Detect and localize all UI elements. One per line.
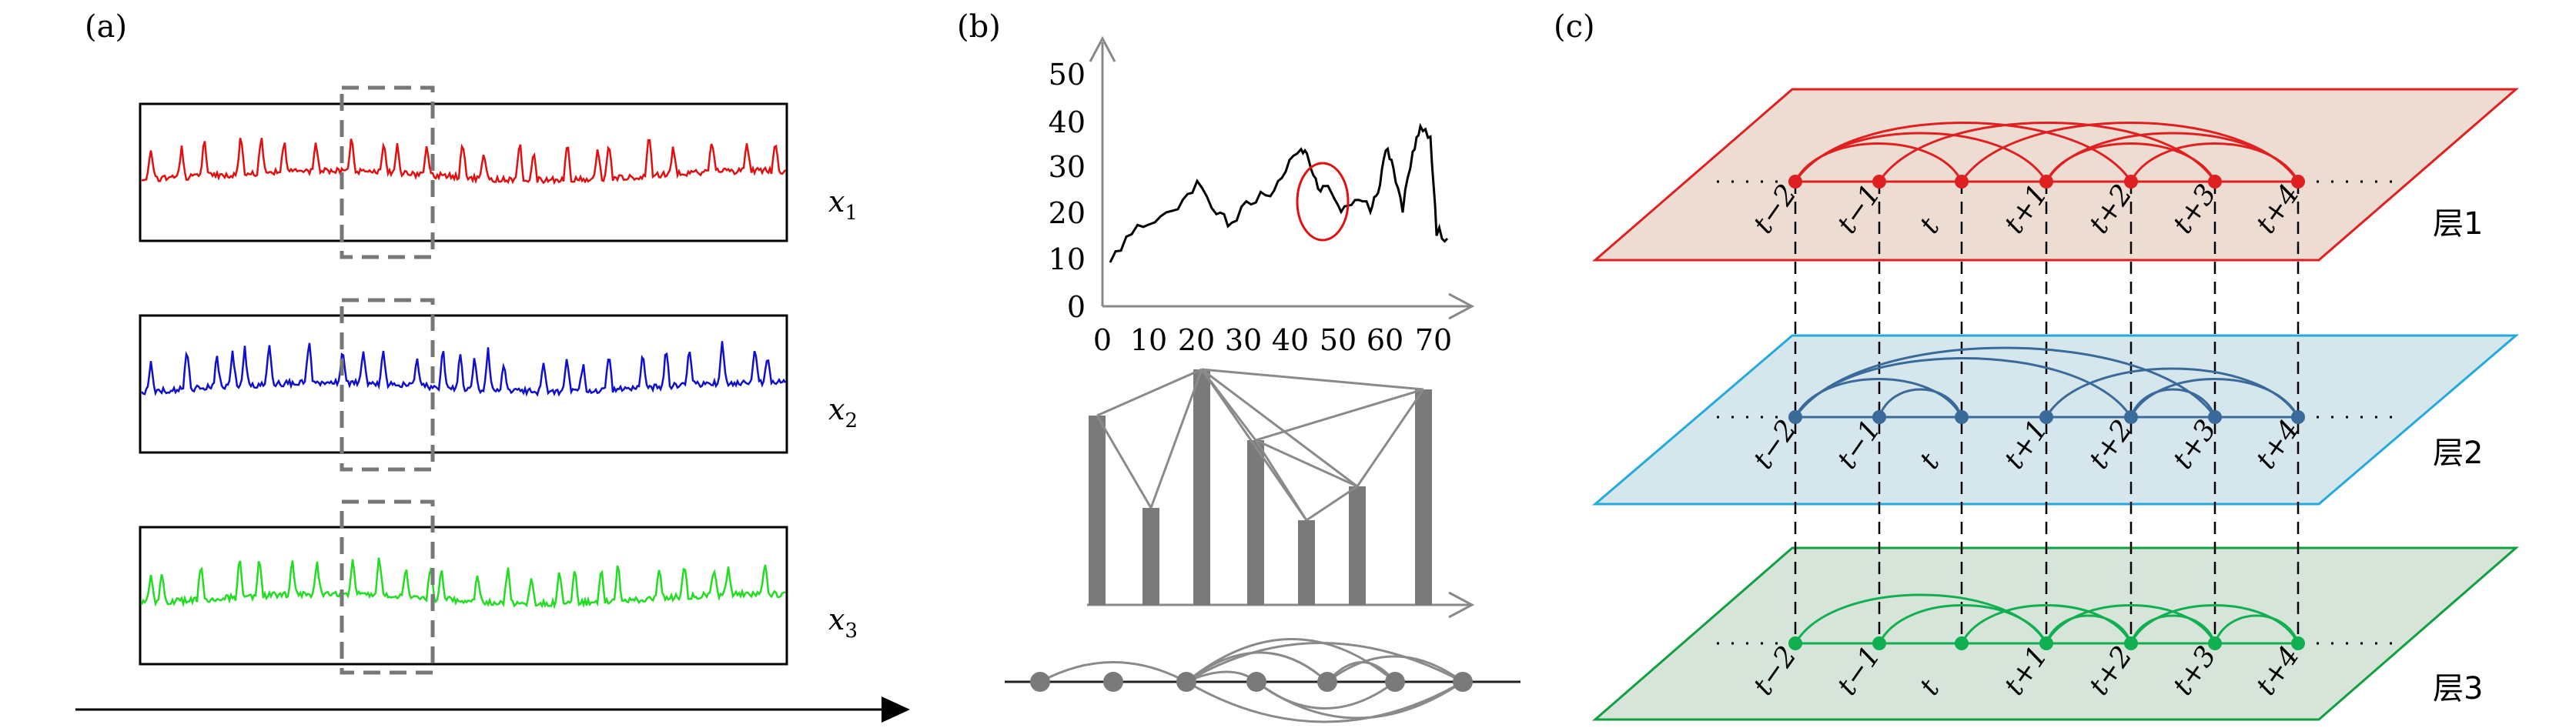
bar (1193, 369, 1210, 605)
arc-node (1453, 672, 1473, 692)
series-label-3: x3 (828, 603, 858, 643)
layer-node (1955, 175, 1969, 189)
visibility-edges (1096, 368, 1425, 522)
visibility-graph (1087, 368, 1475, 619)
bars (1089, 369, 1432, 605)
series-line-1 (141, 137, 787, 185)
layer-node (1955, 636, 1969, 650)
layer-arc (2045, 604, 2216, 644)
layer-node (1788, 410, 1802, 424)
arc-nodes (1030, 672, 1473, 692)
layer-plane-2 (1591, 334, 2520, 506)
bar (1349, 486, 1366, 605)
y-tick-label: 30 (1049, 150, 1086, 184)
bar (1298, 520, 1315, 605)
x-tick-label: 20 (1178, 323, 1215, 357)
layer-node (2039, 410, 2053, 424)
series-box-2 (139, 314, 788, 454)
layer-node (2124, 410, 2138, 424)
layer-label-2: 层2 (2433, 436, 2483, 471)
layer-node (1955, 410, 1969, 424)
layer-plane-1 (1591, 88, 2520, 262)
y-tick-label: 40 (1049, 105, 1086, 139)
layer-arc (1878, 388, 1963, 418)
bar (1415, 389, 1432, 605)
y-axis-arrow (1089, 35, 1116, 62)
layer-arc (2045, 367, 2300, 418)
layer-node (2208, 175, 2222, 189)
layer-node (1872, 410, 1886, 424)
y-tick-labels: 0 10 20 30 40 50 (1049, 58, 1086, 324)
time-series-line (1109, 122, 1449, 263)
y-tick-label: 20 (1049, 196, 1086, 230)
layer-node (1788, 636, 1802, 650)
bar (1089, 416, 1106, 605)
panel-b-label: (b) (957, 9, 1001, 45)
y-tick-label: 0 (1067, 290, 1086, 324)
layer-arc (1878, 604, 2048, 644)
x-tick-label: 70 (1415, 323, 1452, 357)
layer-arc (1794, 122, 2133, 182)
arc-node (1246, 672, 1266, 692)
window-box-2 (340, 298, 435, 472)
panel-c: (c) t−2 t−1 t t+1 t+2 t+3 t+4t−2 t−1 t t+1 t+2 t+3 t… (1554, 9, 2520, 721)
highlight-circle (1296, 162, 1350, 242)
panel-b: (b) 0 10 20 30 40 50 0 10 20 30 40 50 60… (957, 9, 1521, 723)
arc-node (1385, 672, 1405, 692)
bar (1247, 440, 1264, 605)
layer-node (2291, 636, 2305, 650)
layer-label-1: 层1 (2433, 206, 2483, 242)
x-tick-label: 50 (1320, 323, 1357, 357)
x-tick-label: 10 (1130, 323, 1167, 357)
x-tick-label: 30 (1225, 323, 1262, 357)
layer-arc (2129, 604, 2300, 644)
arc-node (1317, 672, 1337, 692)
series-line-2 (141, 341, 787, 397)
layer-plane-3 (1591, 546, 2520, 721)
series-label-2: x2 (828, 392, 858, 432)
layer-node (2039, 175, 2053, 189)
y-tick-label: 50 (1049, 58, 1086, 92)
series-label-1: x1 (828, 185, 858, 225)
time-arrowhead (882, 696, 910, 723)
layer-node (2291, 175, 2305, 189)
arc-edges (1039, 638, 1464, 723)
layer-node (2291, 410, 2305, 424)
x-tick-label: 60 (1367, 323, 1403, 357)
series-box-3 (139, 526, 788, 666)
x-tick-label: 0 (1093, 323, 1112, 357)
x-axis-arrow (1448, 292, 1475, 320)
layer-node (1872, 636, 1886, 650)
x-tick-label: 40 (1272, 323, 1309, 357)
arc-node (1030, 672, 1050, 692)
y-tick-label: 10 (1049, 242, 1086, 276)
layer-node (2124, 636, 2138, 650)
layer-node (2039, 636, 2053, 650)
series-box-1 (139, 102, 788, 242)
layer-node (2208, 636, 2222, 650)
layer-label-3: 层3 (2433, 671, 2483, 706)
window-box-1 (340, 85, 435, 259)
x-tick-labels: 0 10 20 30 40 50 60 70 (1093, 323, 1452, 357)
layer-arc (2045, 132, 2300, 182)
series-line-3 (140, 557, 786, 609)
arc-node (1103, 672, 1123, 692)
layer-node (1788, 175, 1802, 189)
arc-node (1176, 672, 1196, 692)
layer-arc (1960, 604, 2133, 644)
layer-node (1872, 175, 1886, 189)
layer-arc (2213, 614, 2300, 644)
layer-node (2124, 175, 2138, 189)
panel-a-label: (a) (85, 9, 127, 45)
panel-a: (a) x1 x2 x3 (75, 9, 910, 723)
arc-network (1005, 638, 1521, 723)
layer-node (2208, 410, 2222, 424)
bars-axis-arrow (1448, 591, 1475, 619)
bar (1142, 508, 1159, 605)
panel-c-label: (c) (1554, 9, 1595, 45)
